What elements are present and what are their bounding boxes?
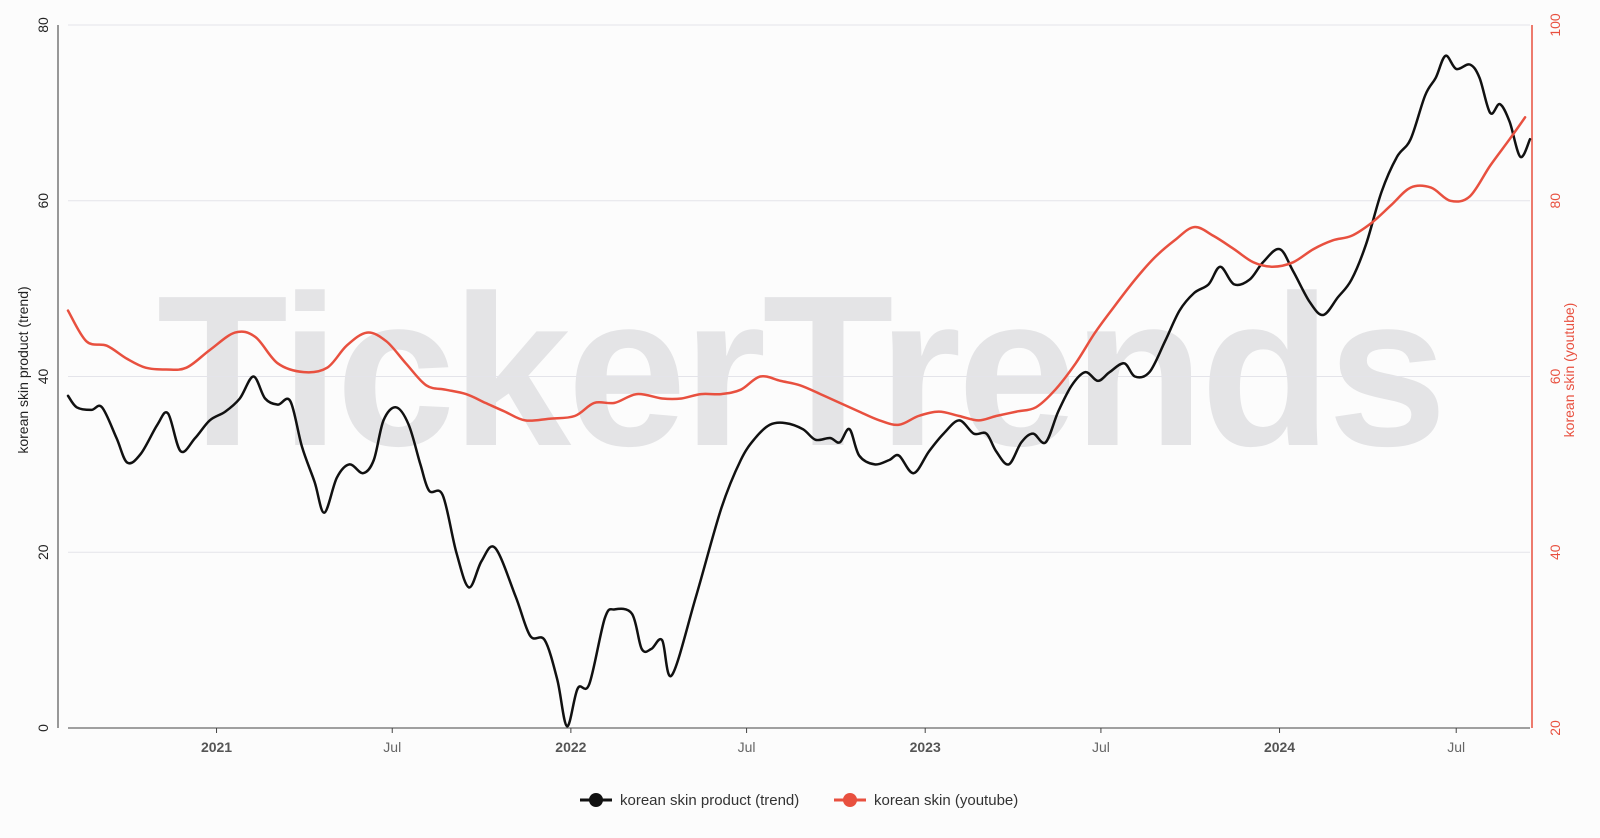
y-right-tick-label: 40 <box>1547 544 1563 560</box>
y-right-tick-label: 60 <box>1547 369 1563 385</box>
axes: 0 20 40 60 80 20 40 60 80 100 2021 Jul 2022 Jul 2023 Ju… <box>35 13 1563 755</box>
legend-label-trend: korean skin product (trend) <box>620 792 799 809</box>
legend-marker-trend <box>589 793 603 807</box>
legend: korean skin product (trend) korean skin … <box>580 792 1018 809</box>
y-left-tick-label: 60 <box>35 193 51 209</box>
legend-label-youtube: korean skin (youtube) <box>874 792 1018 809</box>
y-left-tick-label: 20 <box>35 544 51 560</box>
legend-item-trend[interactable]: korean skin product (trend) <box>580 792 799 809</box>
watermark: TickerTrends <box>157 250 1444 491</box>
x-tick-label: Jul <box>1092 739 1110 755</box>
x-tick-label: 2023 <box>910 739 941 755</box>
series-lines <box>66 54 1532 728</box>
x-tick-label: Jul <box>1447 739 1465 755</box>
y-right-tick-label: 20 <box>1547 720 1563 736</box>
gridlines <box>68 24 1530 553</box>
y-right-tick-label: 80 <box>1547 193 1563 209</box>
x-tick-label: 2021 <box>201 739 232 755</box>
y-left-tick-label: 80 <box>35 17 51 33</box>
x-tick-label: 2022 <box>555 739 586 755</box>
y-right-tick-label: 100 <box>1547 13 1563 37</box>
x-tick-label: Jul <box>383 739 401 755</box>
y-left-tick-label: 40 <box>35 369 51 385</box>
y-axis-left-label: korean skin product (trend) <box>15 286 31 453</box>
x-tick-label: 2024 <box>1264 739 1295 755</box>
legend-marker-youtube <box>843 793 857 807</box>
x-tick-label: Jul <box>738 739 756 755</box>
legend-item-youtube[interactable]: korean skin (youtube) <box>834 792 1018 809</box>
y-axis-right-label: korean skin (youtube) <box>1561 303 1577 438</box>
series-line-youtube <box>66 116 1527 427</box>
series-line-trend <box>66 54 1532 728</box>
y-left-tick-label: 0 <box>35 724 51 732</box>
